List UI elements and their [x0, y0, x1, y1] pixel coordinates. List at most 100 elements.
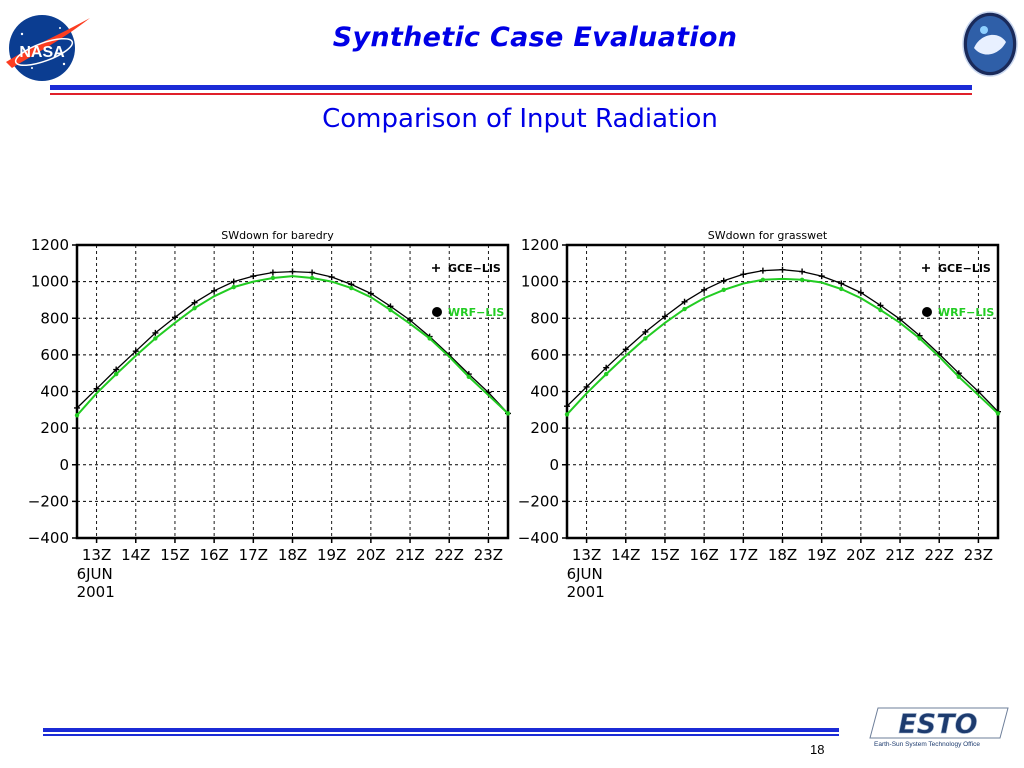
data-point — [720, 277, 727, 284]
data-point — [231, 284, 236, 290]
grid — [567, 245, 998, 538]
data-point — [897, 316, 904, 323]
series-line — [76, 275, 509, 416]
mission-emblem-logo — [960, 8, 1020, 78]
x-tick-label: 16Z — [689, 546, 718, 564]
x-tick-label: 22Z — [925, 546, 954, 564]
slide-subtitle: Comparison of Input Radiation — [322, 104, 718, 134]
data-point — [583, 383, 590, 390]
x-tick-label: 18Z — [278, 546, 307, 564]
header-rule-red — [50, 93, 972, 95]
legend-label: GCE−LIS — [448, 262, 501, 275]
x-tick-label: 19Z — [807, 546, 836, 564]
data-point — [407, 317, 414, 324]
data-point — [152, 329, 159, 336]
legend-label: GCE−LIS — [938, 262, 991, 275]
data-point — [171, 314, 178, 321]
esto-tagline: Earth-Sun System Technology Office — [874, 741, 980, 748]
y-tick-label: 0 — [549, 456, 559, 474]
data-point — [93, 385, 100, 392]
x-tick-label: 16Z — [199, 546, 228, 564]
data-point — [153, 336, 158, 341]
y-tick-label: 800 — [530, 309, 559, 327]
y-tick-label: 600 — [40, 346, 69, 364]
x-tick-label: 23Z — [964, 546, 993, 564]
legend-marker-wrf — [432, 307, 442, 317]
header-rule-blue — [50, 85, 972, 90]
data-point — [839, 286, 844, 292]
nasa-logo: NASA — [2, 6, 92, 86]
data-point — [917, 336, 922, 341]
y-tick-label: −400 — [518, 529, 559, 547]
y-tick-label: 600 — [530, 346, 559, 364]
x-tick-label: 15Z — [160, 546, 189, 564]
data-point — [564, 403, 570, 410]
legend-marker-gce — [432, 264, 440, 272]
chart-title: SWdown for grasswet — [708, 229, 828, 242]
data-point — [230, 278, 237, 285]
y-tick-label: 1200 — [31, 236, 69, 254]
x-tick-label: 15Z — [650, 546, 679, 564]
x-tick-label: 18Z — [768, 546, 797, 564]
chart-swdown-grasswet: SWdown for grasswet 1200 1000 800 600 400 200 0… — [518, 229, 1001, 601]
y-tick-label: 1000 — [521, 273, 559, 291]
data-point — [113, 371, 119, 377]
esto-logo: ESTO Earth-Sun System Technology Office — [868, 702, 1010, 754]
chart-swdown-baredry: SWdown for baredry 1200 1000 800 600 400 200 0 −… — [28, 229, 511, 601]
data-point — [779, 266, 786, 273]
y-tick-label: 1200 — [521, 236, 559, 254]
data-point — [367, 290, 374, 297]
x-tick-label: 13Z — [82, 546, 111, 564]
footer-rule-thick — [43, 728, 839, 732]
nasa-logo-text: NASA — [19, 44, 65, 61]
data-point — [309, 275, 315, 281]
data-point — [328, 274, 335, 281]
legend-label: WRF−LIS — [448, 306, 504, 319]
legend-marker-wrf — [922, 307, 932, 317]
data-point — [132, 348, 139, 355]
data-point — [289, 268, 296, 275]
data-point — [211, 287, 218, 294]
y-tick-label: 200 — [40, 419, 69, 437]
x-tick-label: 17Z — [239, 546, 268, 564]
data-point — [309, 269, 316, 276]
series-gce-lis — [74, 268, 511, 417]
data-point — [878, 307, 883, 313]
data-point — [682, 306, 687, 312]
y-tick-label: 1000 — [31, 273, 69, 291]
series-wrf-lis — [74, 275, 511, 418]
x-tick-label: 13Z — [572, 546, 601, 564]
page-number: 18 — [810, 742, 825, 757]
data-point — [857, 289, 864, 296]
x-date-label: 2001 — [567, 583, 605, 601]
grid — [77, 245, 508, 538]
data-point — [995, 411, 1001, 416]
data-point — [192, 305, 197, 311]
data-point — [74, 404, 80, 411]
x-tick-label: 21Z — [885, 546, 914, 564]
x-date-label: 6JUN — [567, 565, 603, 583]
footer-rule-thin — [43, 734, 839, 736]
data-point — [799, 268, 806, 275]
data-point — [759, 267, 766, 274]
y-tick-label: 400 — [530, 383, 559, 401]
x-date-label: 2001 — [77, 583, 115, 601]
data-point — [603, 364, 610, 371]
data-point — [701, 286, 708, 293]
data-point — [740, 271, 747, 278]
y-tick-label: 0 — [59, 456, 69, 474]
y-tick-label: −200 — [518, 492, 559, 510]
data-point — [818, 273, 825, 280]
series-wrf-lis — [564, 277, 1001, 417]
x-tick-label: 21Z — [395, 546, 424, 564]
series-gce-lis — [564, 266, 1001, 415]
data-point — [191, 299, 198, 306]
data-point — [622, 346, 629, 353]
data-point — [681, 298, 688, 305]
data-point — [975, 388, 982, 395]
data-point — [349, 285, 354, 291]
data-point — [74, 413, 80, 418]
data-point — [270, 275, 276, 281]
x-tick-label: 20Z — [356, 546, 385, 564]
series-line — [566, 277, 999, 416]
